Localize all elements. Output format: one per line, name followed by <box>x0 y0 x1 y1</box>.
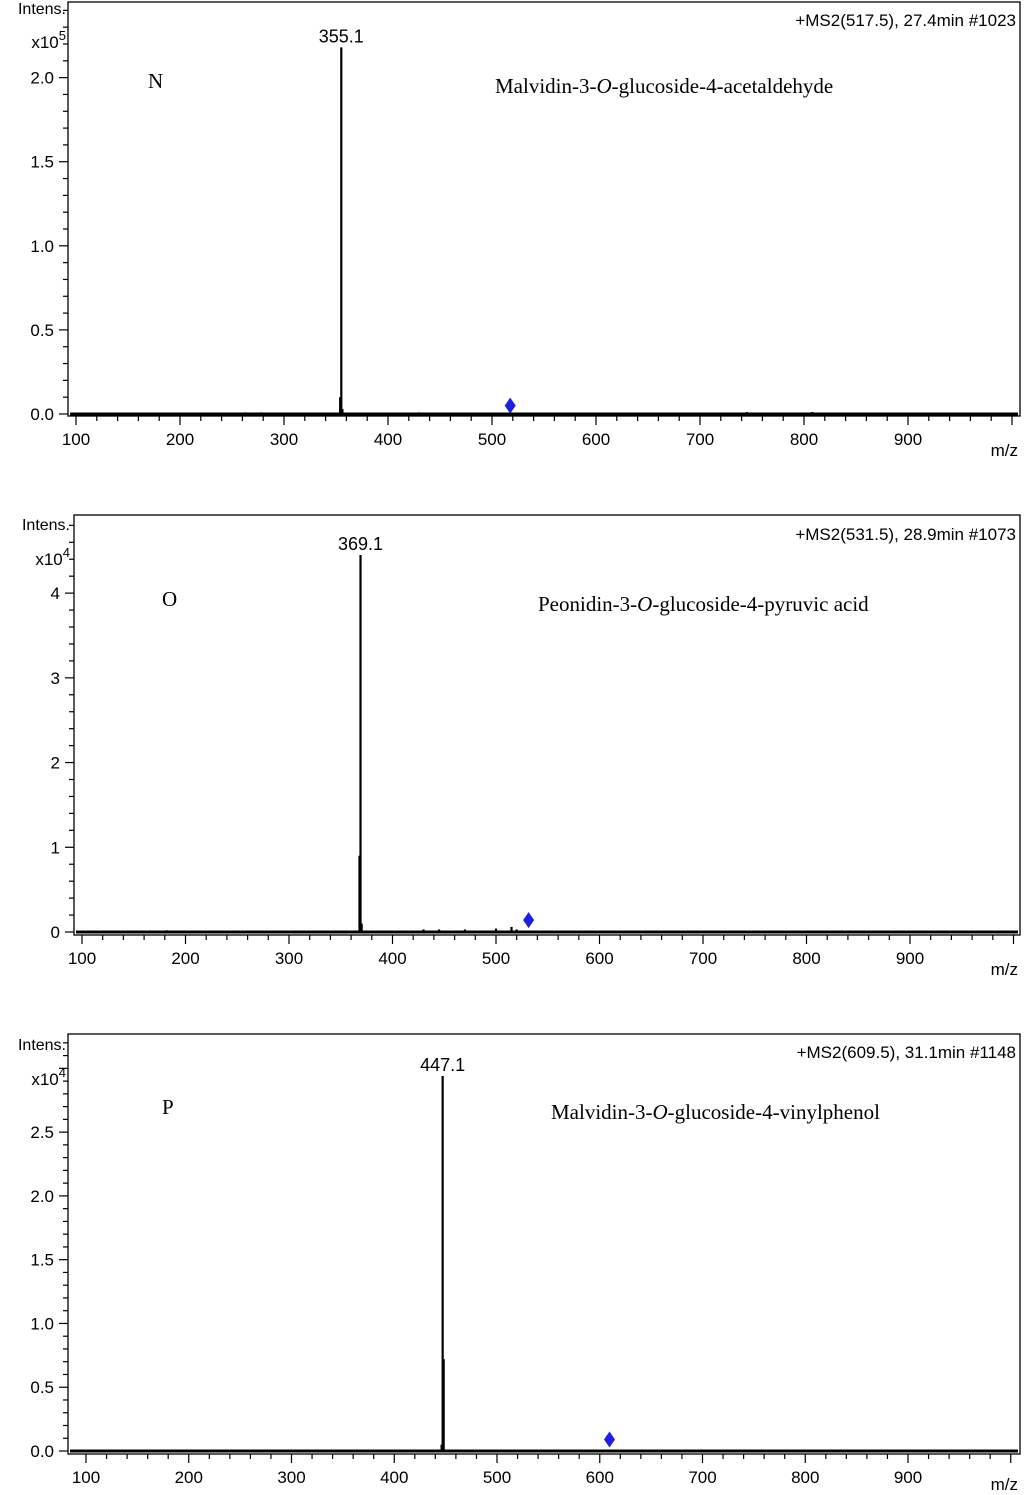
peak-label: 447.1 <box>420 1055 465 1075</box>
y-tick-label: 2.0 <box>30 69 54 88</box>
scan-info: +MS2(531.5), 28.9min #1073 <box>795 525 1016 544</box>
plot-frame <box>73 514 1021 936</box>
y-axis: 0.0 0.5 1.0 1.5 2.0 2.5 <box>30 1042 68 1461</box>
x-tick-label: 900 <box>894 1468 922 1487</box>
y-tick-label: 0 <box>51 923 60 942</box>
scan-info: +MS2(609.5), 31.1min #1148 <box>797 1043 1016 1062</box>
spectrum-panel-p: 100 200 300 400 500 600 700 800 900 0.0 0.5 1.0 1.5… <box>18 1033 1021 1494</box>
x-tick-label: 300 <box>277 1468 305 1487</box>
precursor-diamond-icon <box>504 397 516 414</box>
x-tick-label: 600 <box>585 949 613 968</box>
x-tick-label: 700 <box>686 430 714 449</box>
y-axis: 0.0 0.5 1.0 1.5 2.0 <box>30 9 68 424</box>
y-tick-label: 0.0 <box>30 1442 54 1461</box>
compound-name: Peonidin-3-O-glucoside-4-pyruvic acid <box>538 592 869 616</box>
x-tick-label: 900 <box>894 430 922 449</box>
y-tick-label: 0.5 <box>30 321 54 340</box>
spectrum-peaks: 369.1 <box>76 534 1018 934</box>
x-axis-label: m/z <box>991 960 1018 979</box>
y-tick-label: 2 <box>51 754 60 773</box>
x-axis: 100 200 300 400 500 600 700 800 900 <box>68 935 1015 968</box>
x-tick-label: 100 <box>72 1468 100 1487</box>
panel-label: P <box>162 1095 174 1119</box>
x-axis-label: m/z <box>991 441 1018 460</box>
x-tick-label: 500 <box>478 430 506 449</box>
x-tick-label: 600 <box>582 430 610 449</box>
y-tick-label: 1.0 <box>30 1314 54 1333</box>
x-tick-label: 900 <box>896 949 924 968</box>
y-tick-label: 1.0 <box>30 237 54 256</box>
x-tick-label: 100 <box>68 949 96 968</box>
x-tick-label: 700 <box>688 1468 716 1487</box>
compound-name: Malvidin-3-O-glucoside-4-acetaldehyde <box>495 74 833 98</box>
spectrum-peaks: 447.1 <box>70 1055 1018 1453</box>
x-tick-label: 200 <box>175 1468 203 1487</box>
x-tick-label: 500 <box>482 949 510 968</box>
precursor-diamond-icon <box>604 1431 616 1448</box>
x-tick-label: 200 <box>171 949 199 968</box>
peak-label: 355.1 <box>319 26 364 46</box>
spectrum-peaks: 355.1 <box>70 26 1018 416</box>
y-scale-factor: x104 <box>35 545 70 569</box>
y-axis: 0 1 2 3 4 <box>51 524 74 942</box>
y-tick-label: 1.5 <box>30 1251 54 1270</box>
x-tick-label: 400 <box>380 1468 408 1487</box>
x-tick-label: 200 <box>166 430 194 449</box>
y-tick-label: 2.5 <box>30 1123 54 1142</box>
y-tick-label: 0.5 <box>30 1378 54 1397</box>
precursor-diamond-icon <box>523 912 535 929</box>
plot-frame <box>67 1 1021 417</box>
x-tick-label: 400 <box>374 430 402 449</box>
x-tick-label: 800 <box>790 430 818 449</box>
y-tick-label: 2.0 <box>30 1187 54 1206</box>
panel-label: O <box>162 587 177 611</box>
x-tick-label: 300 <box>270 430 298 449</box>
x-tick-label: 500 <box>483 1468 511 1487</box>
peak-label: 369.1 <box>338 534 383 554</box>
x-tick-label: 400 <box>378 949 406 968</box>
spectrum-panel-n: 100 200 300 400 500 600 700 800 900 0.0 0.5 1.0 1.5… <box>18 1 1021 460</box>
x-axis: 100 200 300 400 500 600 700 800 900 <box>72 1454 1012 1487</box>
y-tick-label: 4 <box>51 584 60 603</box>
y-axis-label: Intens. <box>18 1 66 18</box>
y-axis-label: Intens. <box>18 1037 66 1054</box>
y-scale-factor: x105 <box>31 28 66 52</box>
x-tick-label: 700 <box>689 949 717 968</box>
y-axis-label: Intens. <box>22 517 70 534</box>
y-tick-label: 1 <box>51 838 60 857</box>
scan-info: +MS2(517.5), 27.4min #1023 <box>795 11 1016 30</box>
x-tick-label: 300 <box>275 949 303 968</box>
x-tick-label: 100 <box>62 430 90 449</box>
panel-label: N <box>148 69 163 93</box>
x-axis: 100 200 300 400 500 600 700 800 900 <box>62 416 1013 449</box>
x-axis-label: m/z <box>991 1475 1018 1494</box>
compound-name: Malvidin-3-O-glucoside-4-vinylphenol <box>551 1100 880 1124</box>
x-tick-label: 600 <box>586 1468 614 1487</box>
y-tick-label: 1.5 <box>30 153 54 172</box>
x-tick-label: 800 <box>791 1468 819 1487</box>
plot-frame <box>67 1033 1021 1455</box>
y-tick-label: 3 <box>51 669 60 688</box>
y-tick-label: 0.0 <box>30 405 54 424</box>
y-scale-factor: x104 <box>31 1065 66 1089</box>
x-tick-label: 800 <box>792 949 820 968</box>
